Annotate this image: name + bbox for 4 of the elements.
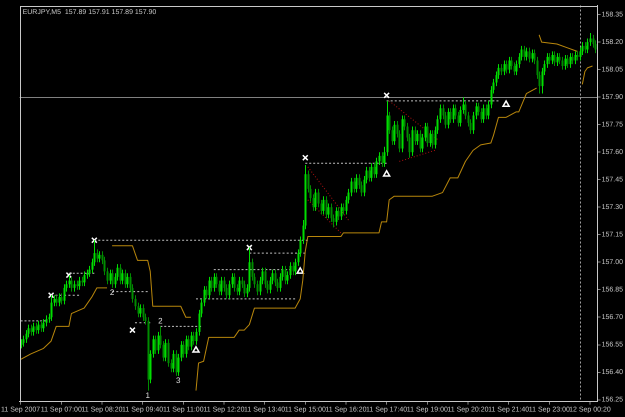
- annotation: 3: [176, 376, 181, 386]
- annotation: 2: [110, 288, 115, 298]
- annotation: 1: [145, 390, 150, 400]
- annotation: 2: [158, 316, 164, 326]
